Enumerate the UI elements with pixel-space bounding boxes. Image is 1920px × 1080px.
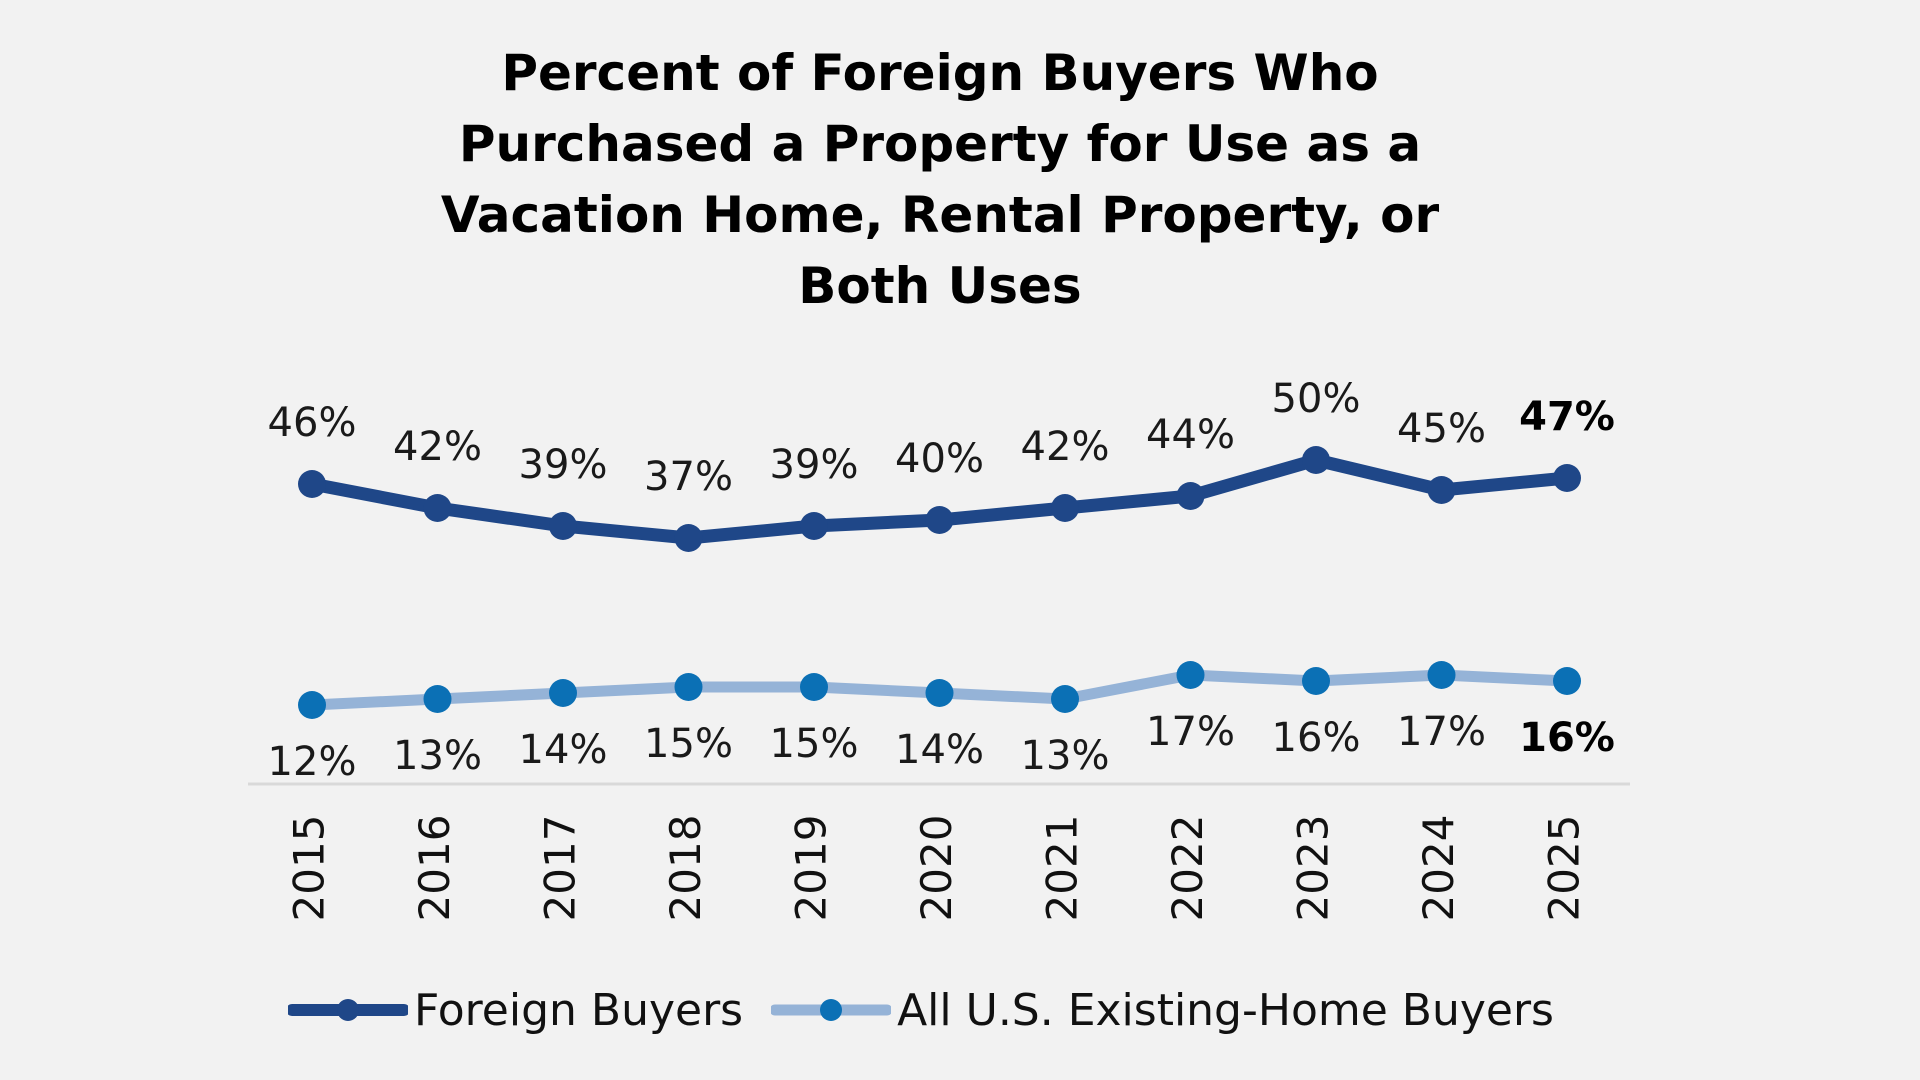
data-label: 14% — [519, 727, 608, 773]
data-point — [1302, 446, 1330, 474]
x-tick-label: 2025 — [1540, 815, 1589, 922]
chart-title-line: Vacation Home, Rental Property, or — [440, 186, 1440, 244]
x-tick-label: 2020 — [912, 815, 961, 922]
data-point — [925, 679, 954, 707]
data-point — [1051, 685, 1079, 713]
data-point — [1427, 476, 1456, 504]
data-label: 14% — [895, 727, 984, 773]
data-point — [800, 512, 828, 540]
series-markers — [298, 446, 1581, 719]
data-label: 17% — [1397, 709, 1486, 755]
data-point — [800, 673, 828, 701]
data-point — [925, 506, 954, 534]
data-point — [1553, 667, 1581, 695]
legend-swatch-marker — [820, 999, 843, 1021]
x-tick-label: 2018 — [661, 815, 710, 922]
x-tick-label: 2023 — [1289, 815, 1338, 922]
legend-swatch-icon — [771, 999, 892, 1021]
data-label: 50% — [1272, 376, 1361, 422]
data-label: 46% — [268, 400, 357, 446]
legend: Foreign Buyers All U.S. Existing-Home Buy… — [288, 975, 1582, 1045]
legend-label: All U.S. Existing-Home Buyers — [897, 984, 1554, 1036]
x-tick-label: 2019 — [787, 815, 836, 922]
data-point — [1051, 494, 1079, 522]
data-label: 13% — [393, 733, 482, 779]
data-label: 40% — [895, 436, 984, 482]
legend-item: Foreign Buyers — [288, 985, 771, 1036]
data-label: 12% — [268, 739, 357, 785]
data-label: 17% — [1146, 709, 1235, 755]
x-tick-label: 2015 — [285, 815, 334, 922]
data-label: 15% — [644, 721, 733, 767]
x-tick-label: 2024 — [1414, 815, 1463, 922]
legend-swatch-marker — [337, 999, 359, 1021]
data-labels: 46% 42% 39% 37% 39% 40% 42% 44% 50% 45% 47% 12% 13% 1… — [268, 376, 1615, 785]
x-tick-label: 2017 — [536, 815, 585, 922]
chart-title-line: Purchased a Property for Use as a — [458, 115, 1422, 173]
series-lines — [305, 453, 1574, 711]
data-point — [298, 470, 326, 498]
data-label: 15% — [770, 721, 859, 767]
data-label: 16% — [1272, 715, 1361, 761]
legend-label: Foreign Buyers — [414, 984, 744, 1036]
x-tick-label: 2016 — [410, 815, 459, 922]
data-point — [423, 685, 452, 713]
chart-title-line: Both Uses — [798, 257, 1082, 315]
data-point — [1176, 661, 1205, 689]
chart-title-line: Percent of Foreign Buyers Who — [501, 44, 1379, 102]
data-label: 42% — [393, 424, 482, 470]
data-point — [423, 494, 452, 522]
legend-swatch-icon — [288, 999, 408, 1021]
data-label: 44% — [1146, 412, 1235, 458]
data-label: 45% — [1397, 406, 1486, 452]
legend-item: All U.S. Existing-Home Buyers — [771, 985, 1582, 1036]
data-point — [549, 512, 577, 540]
data-label: 39% — [519, 442, 608, 488]
data-label: 37% — [644, 454, 733, 500]
data-point — [1427, 661, 1456, 689]
data-point — [1176, 482, 1205, 510]
data-point — [298, 691, 326, 719]
data-label: 42% — [1021, 424, 1110, 470]
chart-title: Percent of Foreign Buyers Who Purchased a… — [0, 38, 1880, 322]
data-point — [674, 673, 703, 701]
x-tick-label: 2021 — [1038, 815, 1087, 922]
data-label: 39% — [770, 442, 859, 488]
data-point — [1302, 667, 1330, 695]
data-label: 47% — [1519, 394, 1615, 440]
data-label: 13% — [1021, 733, 1110, 779]
data-point — [1553, 464, 1581, 492]
x-axis-tick-labels: 2015 2016 2017 2018 2019 2020 2021 2022 2023 2024… — [285, 815, 1589, 922]
x-tick-label: 2022 — [1163, 815, 1212, 922]
data-point — [549, 679, 577, 707]
data-label: 16% — [1519, 715, 1615, 761]
data-point — [674, 524, 703, 552]
